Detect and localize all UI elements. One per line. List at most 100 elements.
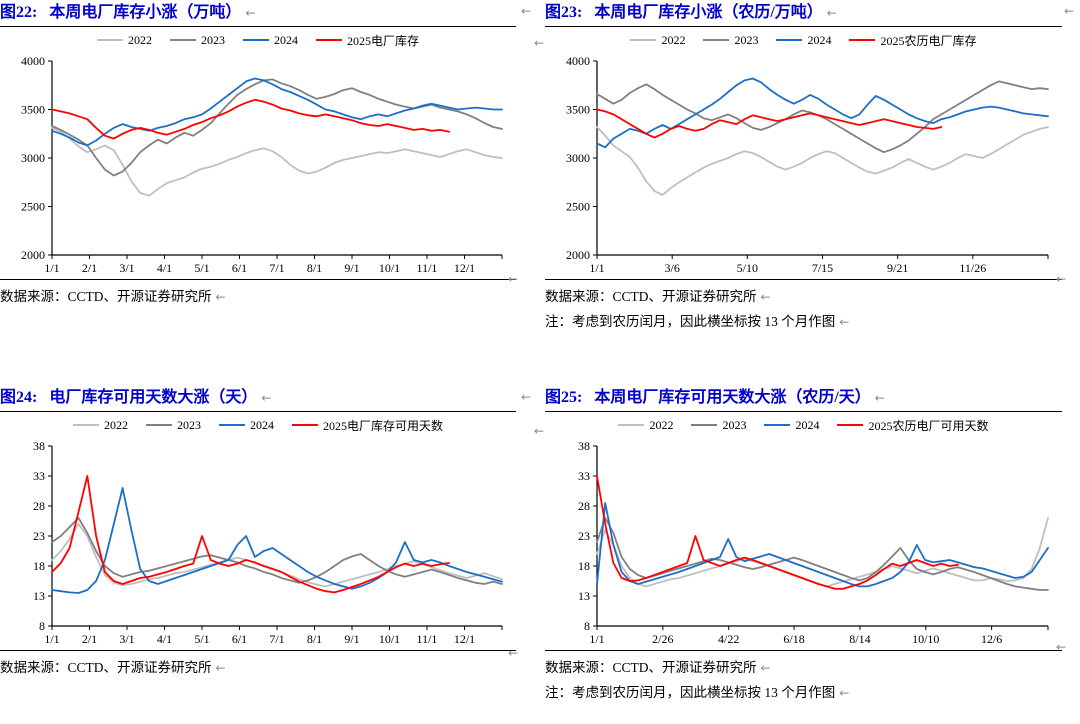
axis-tick-label: 5/1 — [194, 632, 209, 646]
paragraph-mark-icon: ← — [508, 646, 519, 660]
source-note: 数据来源：CCTD、开源证券研究所 ← — [0, 651, 516, 676]
axis-tick-label: 9/21 — [887, 261, 908, 275]
legend-item: 2025电厂库存 — [315, 32, 419, 49]
figure-24-title: 图24: 电厂库存可用天数大涨（天） ← — [0, 385, 516, 411]
axis-tick-label: 23 — [33, 529, 45, 543]
figure-25-title: 图25: 本周电厂库存可用天数大涨（农历/天） ← — [545, 385, 1062, 411]
series-line — [51, 78, 503, 177]
legend-line-swatch — [169, 38, 196, 42]
paragraph-mark-icon: ← — [534, 36, 545, 50]
axis-tick-label: 7/1 — [269, 261, 284, 275]
legend-item: 2023 — [145, 418, 201, 433]
axis-tick-label: 28 — [578, 499, 590, 513]
legend-label: 2023 — [734, 32, 759, 47]
chart-figure-24: 2022 2023 2024 2025电厂库存可用天数 38 33 28 23 18 13 8 1/1… — [0, 412, 516, 650]
axis-tick-label: 1/1 — [44, 261, 59, 275]
axis-tick-label: 28 — [33, 499, 45, 513]
legend-line-swatch — [703, 38, 730, 42]
axis-tick-label: 9/1 — [344, 632, 359, 646]
figure-23-title: 图23: 本周电厂库存小涨（农历/万吨） ← — [545, 0, 1062, 26]
divider — [0, 411, 516, 412]
figure-22-panel: 图22: 本周电厂库存小涨（万吨） ← 2022 2023 2024 2025电厂库存 40… — [0, 0, 516, 305]
legend-item: 2022 — [618, 418, 673, 433]
axis-tick-label: 9/1 — [344, 261, 359, 275]
figure-number: 图25: — [545, 389, 583, 406]
divider — [0, 279, 516, 280]
axis-tick-label: 4/22 — [718, 632, 739, 646]
legend-line-swatch — [691, 423, 718, 427]
source-note: 数据来源：CCTD、开源证券研究所 ← — [0, 280, 516, 305]
axis-tick-label: 33 — [578, 469, 590, 483]
paragraph-mark-icon: ← — [245, 6, 256, 20]
legend-item: 2024 — [218, 418, 274, 433]
legend-item: 2022 — [72, 417, 128, 433]
series-line — [596, 502, 1049, 588]
legend-label: 2022 — [103, 417, 128, 432]
figure-number: 图24: — [0, 389, 38, 406]
source-note: 数据来源：CCTD、开源证券研究所 ← — [545, 280, 1062, 305]
source-text: 数据来源：CCTD、开源证券研究所 — [545, 289, 757, 304]
axis-tick-label: 11/1 — [417, 632, 438, 646]
axis-tick-label: 13 — [33, 589, 45, 603]
series-line — [51, 487, 503, 594]
axis-tick-label: 4000 — [566, 54, 590, 68]
legend-label: 2023 — [200, 32, 225, 47]
figure-title-text: 本周电厂库存可用天数大涨（农历/天） — [594, 389, 871, 406]
divider — [545, 279, 1062, 280]
legend-item: 2023 — [703, 33, 758, 48]
paragraph-mark-icon: ← — [1056, 640, 1067, 654]
figure-title-text: 本周电厂库存小涨（农历/万吨） — [594, 4, 823, 21]
axis-tick-label: 7/1 — [269, 632, 284, 646]
axis-tick-label: 11/1 — [417, 261, 438, 275]
chart-legend: 2022 2023 2024 2025电厂库存可用天数 — [0, 412, 516, 438]
axis-tick-label: 38 — [33, 439, 45, 453]
paragraph-mark-icon: ← — [1056, 272, 1067, 286]
legend-label: 2024 — [273, 32, 298, 47]
legend-label: 2025电厂库存可用天数 — [322, 418, 443, 433]
axis-tick-label: 8/1 — [307, 261, 322, 275]
paragraph-mark-icon: ← — [839, 315, 850, 329]
legend-item: 2022 — [96, 33, 152, 48]
axis-tick-label: 2000 — [566, 248, 590, 262]
axis-tick-label: 2/1 — [82, 632, 97, 646]
divider — [0, 650, 516, 651]
legend-item: 2023 — [169, 32, 225, 48]
axis-tick-label: 3/6 — [665, 261, 680, 275]
paragraph-mark-icon: ← — [521, 4, 532, 18]
legend-label: 2022 — [649, 417, 674, 432]
chart-figure-23: 2022 2023 2024 2025农历电厂库存 4000 3500 3000 2500 20… — [545, 27, 1062, 279]
series-line — [51, 98, 451, 140]
source-text: 数据来源：CCTD、开源证券研究所 — [0, 660, 212, 675]
axis-tick-label: 7/15 — [812, 261, 833, 275]
source-text: 数据来源：CCTD、开源证券研究所 — [0, 289, 212, 304]
paragraph-mark-icon: ← — [874, 391, 885, 405]
axis-tick-label: 2/1 — [82, 261, 97, 275]
chart-legend: 2022 2023 2024 2025农历电厂库存 — [545, 27, 1062, 53]
axis-tick-label: 23 — [578, 529, 590, 543]
legend-item: 2025电厂库存可用天数 — [291, 417, 443, 434]
axis-tick-label: 3000 — [21, 151, 45, 165]
lunar-note: 注：考虑到农历闰月，因此横坐标按 13 个月作图 ← — [545, 676, 1062, 701]
axis-tick-label: 2500 — [566, 200, 590, 214]
legend-label: 2025电厂库存 — [346, 33, 419, 48]
divider — [545, 650, 1062, 651]
note-text: 注：考虑到农历闰月，因此横坐标按 13 个月作图 — [545, 314, 836, 329]
axis-tick-label: 1/1 — [589, 261, 604, 275]
legend-item: 2025农历电厂库存 — [849, 32, 977, 49]
legend-line-swatch — [72, 423, 99, 427]
paragraph-mark-icon: ← — [508, 272, 519, 286]
series-line — [596, 77, 1049, 149]
source-text: 数据来源：CCTD、开源证券研究所 — [545, 660, 757, 675]
axis-tick-label: 12/1 — [454, 261, 475, 275]
legend-item: 2024 — [242, 32, 298, 48]
chart-figure-22: 2022 2023 2024 2025电厂库存 4000 3500 3000 2500 2000… — [0, 27, 516, 279]
axis-tick-label: 13 — [578, 589, 590, 603]
legend-line-swatch — [837, 423, 864, 427]
figure-number: 图22: — [0, 4, 38, 21]
axis-tick-label: 38 — [578, 439, 590, 453]
legend-line-swatch — [618, 423, 645, 427]
axis-tick-label: 2500 — [21, 200, 45, 214]
